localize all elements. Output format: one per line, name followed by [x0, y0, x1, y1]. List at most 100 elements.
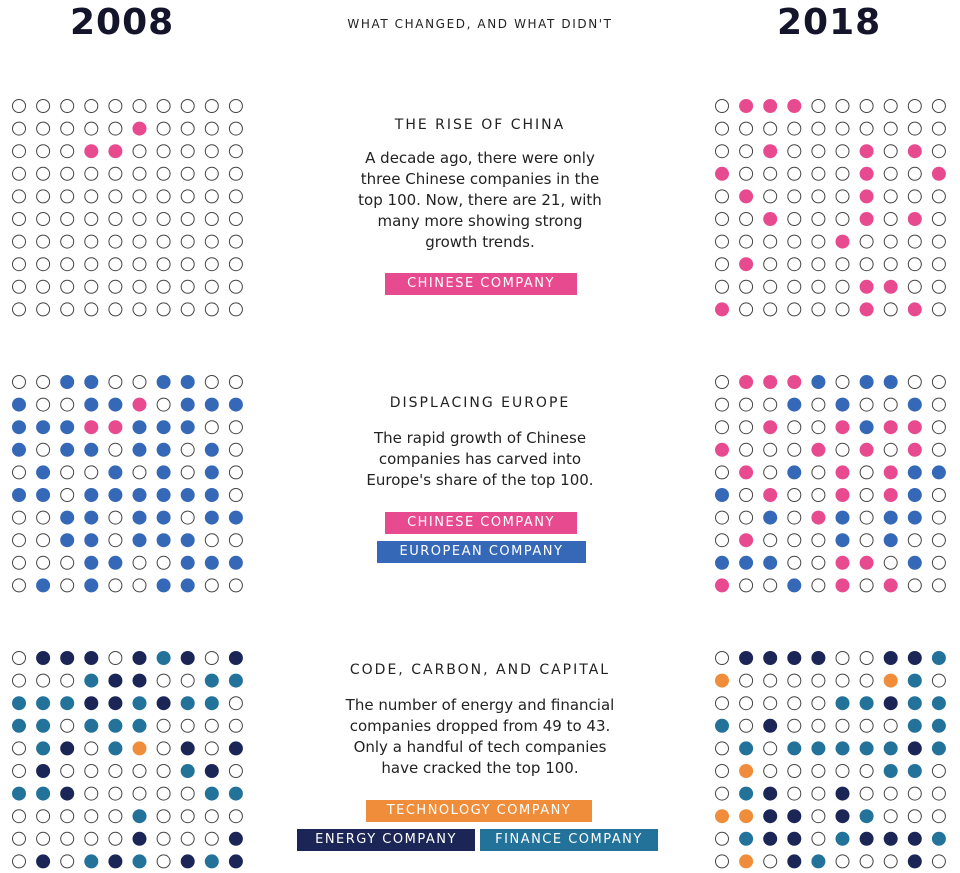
empty-dot: [204, 234, 219, 249]
empty-dot: [715, 764, 729, 778]
chinese-company-dot: [108, 144, 123, 159]
energy-company-dot: [60, 651, 75, 665]
empty-dot: [835, 718, 850, 733]
finance-company-dot: [931, 831, 946, 846]
empty-dot: [108, 189, 123, 204]
finance-company-dot: [132, 718, 147, 733]
chinese-company-dot: [715, 442, 729, 457]
energy-company-dot: [36, 854, 51, 869]
empty-dot: [739, 510, 754, 525]
empty-dot: [12, 555, 26, 570]
empty-dot: [715, 212, 729, 226]
finance-company-dot: [883, 764, 898, 778]
empty-dot: [180, 786, 195, 801]
european-company-dot: [60, 420, 75, 435]
empty-dot: [883, 442, 898, 457]
european-company-dot: [204, 488, 219, 502]
empty-dot: [204, 809, 219, 824]
chinese-company-dot: [84, 144, 99, 159]
european-company-dot: [228, 555, 243, 570]
empty-dot: [907, 257, 922, 272]
empty-dot: [36, 555, 51, 570]
energy-company-dot: [907, 741, 922, 756]
empty-dot: [60, 831, 75, 846]
empty-dot: [156, 555, 171, 570]
empty-dot: [156, 257, 171, 272]
finance-company-dot: [204, 786, 219, 801]
energy-company-dot: [811, 651, 826, 665]
chinese-company-dot: [859, 212, 874, 226]
empty-dot: [228, 166, 243, 181]
empty-dot: [228, 257, 243, 272]
empty-dot: [228, 578, 243, 593]
empty-dot: [36, 99, 51, 113]
chinese-company-dot: [84, 420, 99, 435]
european-company-dot: [60, 375, 75, 389]
chinese-company-dot: [907, 302, 922, 317]
finance-company-dot: [36, 741, 51, 756]
empty-dot: [835, 651, 850, 665]
european-company-dot: [108, 397, 123, 412]
empty-dot: [931, 302, 946, 317]
empty-dot: [12, 854, 26, 869]
chinese-company-dot: [763, 420, 778, 435]
finance-company-dot: [228, 673, 243, 688]
energy-company-dot: [108, 673, 123, 688]
empty-dot: [907, 121, 922, 136]
technology-company-dot: [883, 673, 898, 688]
energy-company-dot: [228, 854, 243, 869]
empty-dot: [108, 786, 123, 801]
chinese-company-dot: [739, 189, 754, 204]
empty-dot: [180, 302, 195, 317]
energy-company-dot: [84, 696, 99, 711]
empty-dot: [228, 302, 243, 317]
empty-dot: [739, 121, 754, 136]
empty-dot: [835, 279, 850, 294]
empty-dot: [108, 442, 123, 457]
energy-company-dot: [228, 831, 243, 846]
empty-dot: [787, 696, 802, 711]
finance-company-dot: [108, 741, 123, 756]
empty-dot: [204, 166, 219, 181]
empty-dot: [60, 397, 75, 412]
european-company-dot: [60, 510, 75, 525]
empty-dot: [883, 257, 898, 272]
europe-2018-dot-grid: [715, 375, 946, 593]
european-company-dot: [204, 442, 219, 457]
empty-dot: [12, 257, 26, 272]
european-company-dot: [156, 420, 171, 435]
empty-dot: [180, 212, 195, 226]
empty-dot: [907, 99, 922, 113]
empty-dot: [931, 673, 946, 688]
energy-company-dot: [787, 854, 802, 869]
empty-dot: [228, 375, 243, 389]
chinese-company-dot: [763, 144, 778, 159]
energy-company-dot: [859, 831, 874, 846]
empty-dot: [931, 442, 946, 457]
empty-dot: [931, 786, 946, 801]
energy-company-dot: [883, 696, 898, 711]
european-company-dot: [859, 420, 874, 435]
energy-company-dot: [787, 831, 802, 846]
empty-dot: [180, 465, 195, 480]
european-company-dot: [715, 488, 729, 502]
european-company-dot: [907, 397, 922, 412]
empty-dot: [108, 831, 123, 846]
empty-dot: [835, 302, 850, 317]
empty-dot: [715, 696, 729, 711]
empty-dot: [787, 189, 802, 204]
empty-dot: [883, 397, 898, 412]
empty-dot: [12, 121, 26, 136]
empty-dot: [859, 786, 874, 801]
european-company-dot: [156, 375, 171, 389]
energy-company-dot: [835, 786, 850, 801]
empty-dot: [811, 234, 826, 249]
sectors-2008-dot-grid: [12, 651, 243, 869]
european-company-dot: [84, 578, 99, 593]
empty-dot: [36, 442, 51, 457]
european-company-dot: [84, 442, 99, 457]
empty-dot: [36, 234, 51, 249]
energy-company-dot: [763, 651, 778, 665]
empty-dot: [715, 397, 729, 412]
empty-dot: [811, 809, 826, 824]
